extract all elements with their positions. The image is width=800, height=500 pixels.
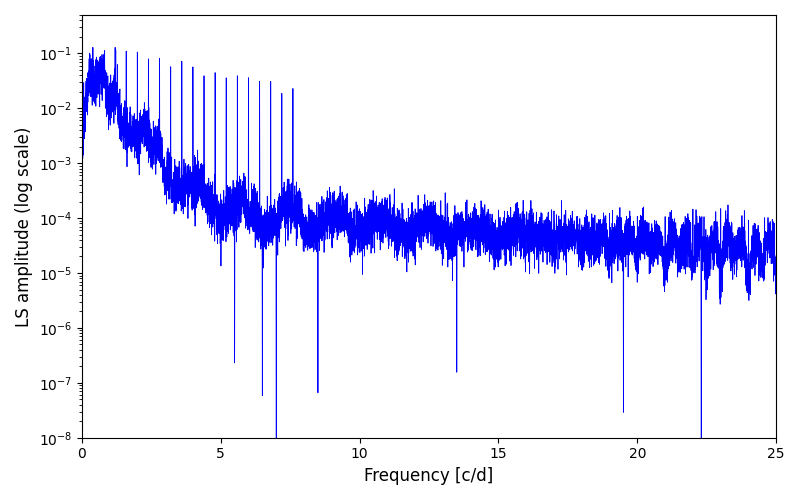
X-axis label: Frequency [c/d]: Frequency [c/d] — [364, 467, 494, 485]
Y-axis label: LS amplitude (log scale): LS amplitude (log scale) — [15, 126, 33, 326]
